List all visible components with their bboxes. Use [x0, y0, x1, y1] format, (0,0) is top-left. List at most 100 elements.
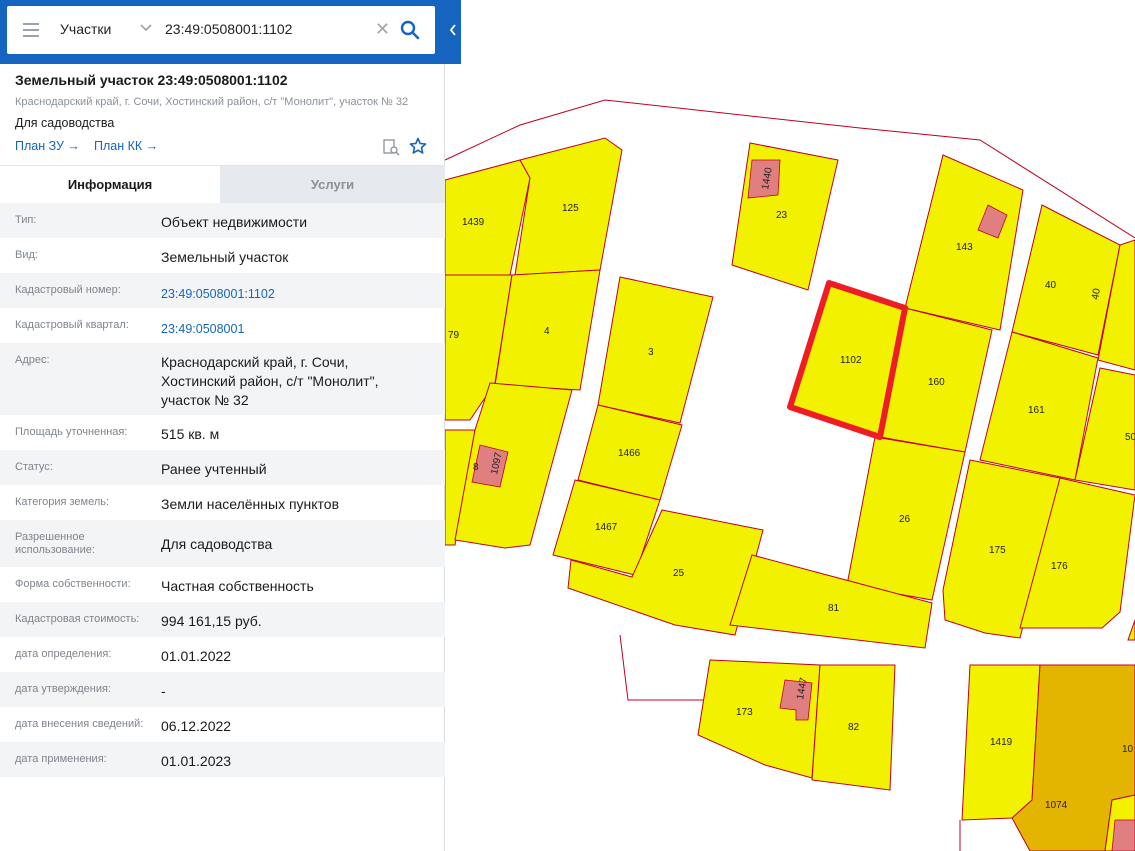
row-label: Тип: [15, 214, 37, 226]
info-row: Тип: Объект недвижимости [0, 203, 445, 238]
info-row: Статус: Ранее учтенный [0, 450, 445, 485]
plot-label-partial: 40 [1090, 287, 1103, 300]
plan-kk-link[interactable]: План КК → [94, 139, 159, 153]
row-label: дата применения: [15, 753, 107, 765]
plot[interactable] [494, 269, 601, 391]
plot-label: 176 [1051, 561, 1068, 572]
plot-label: 175 [989, 545, 1006, 556]
plot-label: 161 [1028, 405, 1045, 416]
plot[interactable] [904, 154, 1024, 331]
row-value: Для садоводства [161, 536, 273, 552]
plot-label: 173 [736, 707, 753, 718]
info-row: Адрес: Краснодарский край, г. Сочи, Хост… [0, 343, 445, 415]
row-label: Категория земель: [15, 496, 110, 508]
chevron-down-icon[interactable] [139, 21, 153, 35]
top-bar: Участки 23:49:0508001:1102 ✕ [0, 0, 461, 64]
plot-label: 26 [899, 514, 911, 525]
row-value: Земли населённых пунктов [161, 496, 340, 512]
info-row: дата утверждения: - [0, 672, 445, 707]
plot-label: 1440 [760, 166, 775, 190]
tabs: Информация Услуги [0, 165, 445, 204]
hamburger-icon[interactable] [23, 23, 39, 37]
row-value: Объект недвижимости [161, 214, 308, 230]
row-value: - [161, 683, 166, 699]
info-row: Разрешенное использование: Для садоводст… [0, 520, 445, 567]
close-icon[interactable]: ✕ [375, 19, 391, 39]
row-label: Вид: [15, 249, 38, 261]
plot[interactable] [444, 274, 513, 421]
plot[interactable] [1019, 477, 1135, 629]
plot-label: 3 [648, 347, 654, 358]
info-row: дата внесения сведений: 06.12.2022 [0, 707, 445, 742]
row-value: Краснодарский край, г. Сочи, Хостинский … [161, 354, 379, 408]
info-panel: Участки 23:49:0508001:1102 ✕ Земельный у… [0, 0, 461, 851]
plot[interactable] [444, 429, 476, 546]
info-row: Кадастровая стоимость: 994 161,15 руб. [0, 602, 445, 637]
row-value: Частная собственность [161, 578, 314, 594]
tab-services[interactable]: Услуги [220, 166, 445, 204]
plot-label: 79 [448, 330, 460, 341]
tab-info[interactable]: Информация [0, 166, 220, 204]
plot[interactable] [1127, 619, 1135, 641]
row-value: Ранее учтенный [161, 461, 267, 477]
plot-label: 82 [848, 722, 860, 733]
star-icon[interactable] [409, 137, 427, 155]
building[interactable] [747, 159, 781, 199]
info-row: дата применения: 01.01.2023 [0, 742, 445, 777]
plot[interactable] [729, 554, 933, 649]
plot-label: 1466 [618, 448, 641, 459]
selected-parcel-outline[interactable] [787, 280, 908, 440]
plot[interactable] [444, 159, 531, 276]
object-title: Земельный участок 23:49:0508001:1102 [15, 72, 288, 88]
building[interactable] [779, 679, 813, 721]
object-address: Краснодарский край, г. Сочи, Хостинский … [15, 96, 409, 108]
plot[interactable] [454, 382, 573, 549]
row-label: дата утверждения: [15, 683, 112, 695]
plot-label: 1102 [840, 355, 862, 366]
search-icon[interactable] [400, 20, 420, 40]
row-value: 06.12.2022 [161, 718, 232, 734]
plot-label: 23 [776, 210, 788, 221]
cadastral-quarter-link[interactable]: 23:49:0508001 [161, 322, 245, 336]
object-usage: Для садоводства [15, 116, 115, 130]
plot-label: 1447 [795, 676, 810, 700]
plot-label: 50 [1125, 432, 1135, 443]
cadastral-number-link[interactable]: 23:49:0508001:1102 [161, 287, 275, 301]
building[interactable] [1111, 819, 1135, 851]
plot[interactable] [567, 509, 764, 636]
row-label: Разрешенное использование: [15, 531, 95, 556]
plot-label: 125 [562, 203, 579, 214]
plan-zu-link[interactable]: План ЗУ → [15, 139, 80, 153]
territory-boundary [619, 634, 705, 701]
plot[interactable] [1074, 367, 1135, 491]
building[interactable] [471, 444, 509, 488]
plot[interactable] [811, 664, 896, 791]
info-row: Кадастровый номер: 23:49:0508001:1102 [0, 273, 445, 308]
layer-select[interactable]: Участки [60, 21, 112, 37]
info-row: Вид: Земельный участок [0, 238, 445, 273]
row-label: дата внесения сведений: [15, 718, 144, 730]
search-box: Участки 23:49:0508001:1102 ✕ [7, 6, 435, 54]
plot-label: 81 [828, 603, 840, 614]
plot-label: 143 [956, 242, 973, 253]
building[interactable] [977, 204, 1008, 239]
info-row: Кадастровый квартал: 23:49:0508001 [0, 308, 445, 343]
row-label: дата определения: [15, 648, 112, 660]
row-label: Кадастровый номер: [15, 284, 121, 296]
row-value: 515 кв. м [161, 426, 220, 442]
plot[interactable] [846, 436, 966, 601]
chevron-left-icon[interactable] [445, 12, 461, 48]
info-row: Категория земель: Земли населённых пункт… [0, 485, 445, 520]
plot[interactable] [597, 276, 714, 424]
plot[interactable] [1011, 204, 1121, 356]
search-input[interactable]: 23:49:0508001:1102 [165, 21, 293, 37]
plot[interactable] [1097, 239, 1135, 371]
plot-label: 1097 [489, 451, 504, 475]
document-search-icon[interactable] [382, 138, 400, 156]
plot-label: 160 [928, 377, 945, 388]
row-value: 01.01.2022 [161, 648, 232, 664]
plot-label: 4 [544, 326, 550, 337]
plot[interactable] [1011, 664, 1135, 851]
row-label: Статус: [15, 461, 53, 473]
